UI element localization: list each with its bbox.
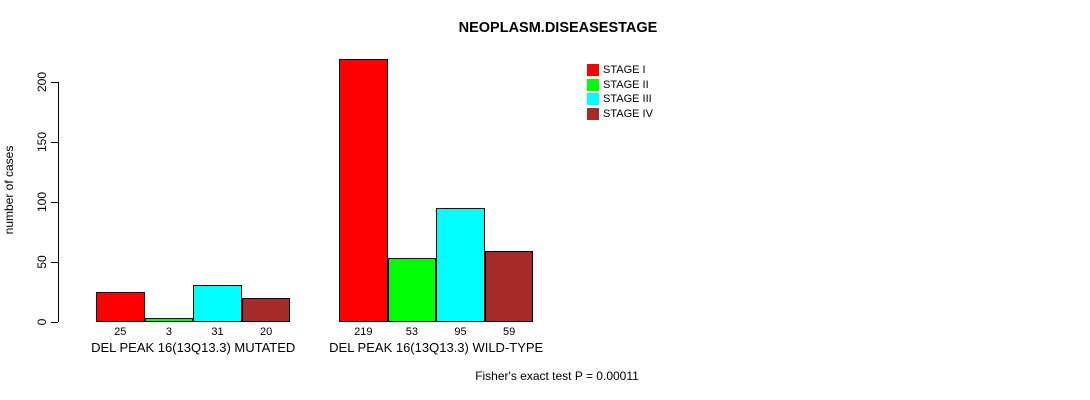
chart-title: NEOPLASM.DISEASESTAGE [458,20,658,36]
bar-stage-iii [436,208,485,322]
legend-item: STAGE II [587,78,653,91]
legend-swatch-icon [587,93,599,105]
y-axis-label: number of cases [2,145,16,235]
y-tick [51,201,58,203]
bar-stage-iv [241,298,291,322]
stat-test-label: Fisher's exact test P = 0.00011 [475,369,639,383]
y-tick-label: 200 [35,71,49,93]
y-tick [51,141,58,143]
legend-swatch-icon [587,64,599,76]
bar-value-label: 20 [259,326,273,338]
legend-label: STAGE IV [603,107,653,120]
bar-value-label: 95 [454,326,467,338]
legend: STAGE I STAGE II STAGE III STAGE IV [587,64,653,120]
bar-value-label: 219 [354,326,373,338]
bar-stage-iii [193,284,242,322]
y-tick-label: 100 [35,191,49,213]
y-tick-label: 150 [35,131,49,153]
bar-stage-iv [484,251,534,322]
legend-swatch-icon [587,78,599,91]
y-tick [51,81,58,83]
bar-stage-ii [144,318,194,322]
legend-label: STAGE II [603,78,649,91]
bar-stage-ii [387,258,437,322]
y-tick-label: 50 [35,255,49,269]
y-tick [51,261,58,263]
x-category-label: DEL PEAK 16(13Q13.3) MUTATED [91,340,296,355]
x-category-label: DEL PEAK 16(13Q13.3) WILD-TYPE [329,340,544,355]
y-axis [58,82,59,322]
bar-value-label: 53 [405,326,419,338]
bar-value-label: 31 [211,326,224,338]
legend-swatch-icon [587,107,599,120]
bar-value-label: 25 [114,326,127,338]
bar-stage-i [339,59,388,322]
legend-label: STAGE I [603,64,646,76]
bar-value-label: 3 [165,326,172,338]
bar-stage-i [96,292,145,322]
bar-value-label: 59 [502,326,516,338]
y-tick-label: 0 [35,318,49,326]
y-tick [51,321,58,323]
legend-label: STAGE III [603,93,652,105]
legend-item: STAGE III [587,93,653,105]
legend-item: STAGE IV [587,107,653,120]
legend-item: STAGE I [587,64,653,76]
